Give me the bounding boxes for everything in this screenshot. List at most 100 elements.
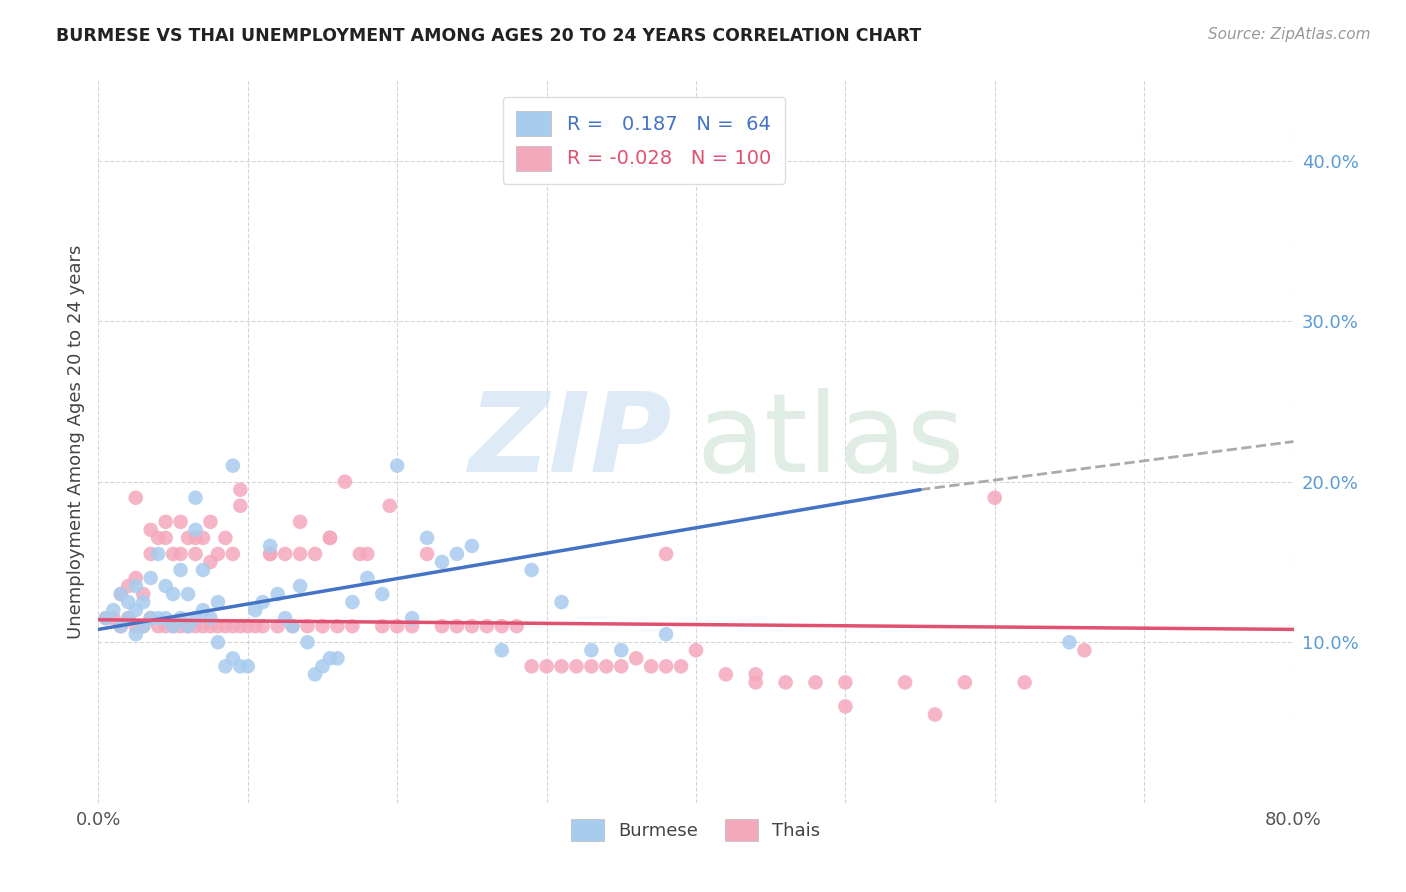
Point [685, 643, 707, 657]
Point [155, 515, 177, 529]
Point [125, 619, 148, 633]
Point [385, 458, 409, 473]
Point [200, 515, 222, 529]
Point [267, 587, 290, 601]
Point [1073, 643, 1095, 657]
Point [274, 547, 297, 561]
Point [207, 619, 229, 633]
Point [169, 547, 191, 561]
Point [626, 651, 648, 665]
Point [177, 619, 200, 633]
Point [222, 547, 245, 561]
Point [288, 515, 311, 529]
Point [184, 523, 207, 537]
Point [94, 611, 117, 625]
Point [177, 619, 200, 633]
Point [169, 611, 191, 625]
Point [371, 619, 394, 633]
Point [184, 611, 207, 625]
Point [229, 659, 252, 673]
Point [311, 619, 333, 633]
Point [207, 547, 229, 561]
Point [162, 619, 184, 633]
Point [245, 603, 267, 617]
Point [214, 619, 236, 633]
Point [155, 619, 177, 633]
Point [349, 547, 371, 561]
Point [117, 611, 139, 625]
Point [148, 611, 170, 625]
Point [125, 571, 148, 585]
Point [177, 531, 200, 545]
Point [252, 595, 274, 609]
Text: atlas: atlas [696, 388, 965, 495]
Point [132, 619, 155, 633]
Point [184, 547, 207, 561]
Point [304, 667, 326, 681]
Point [236, 619, 259, 633]
Point [259, 547, 281, 561]
Point [401, 619, 423, 633]
Point [446, 619, 468, 633]
Text: BURMESE VS THAI UNEMPLOYMENT AMONG AGES 20 TO 24 YEARS CORRELATION CHART: BURMESE VS THAI UNEMPLOYMENT AMONG AGES … [56, 27, 921, 45]
Point [297, 619, 319, 633]
Point [714, 667, 737, 681]
Point [200, 611, 222, 625]
Point [139, 547, 162, 561]
Point [416, 531, 439, 545]
Point [297, 635, 319, 649]
Point [117, 611, 139, 625]
Point [342, 595, 364, 609]
Point [669, 659, 692, 673]
Point [132, 619, 155, 633]
Point [565, 659, 588, 673]
Point [94, 611, 117, 625]
Point [319, 531, 342, 545]
Point [804, 675, 827, 690]
Point [191, 563, 214, 577]
Point [169, 619, 191, 633]
Point [148, 619, 170, 633]
Point [184, 619, 207, 633]
Point [491, 619, 513, 633]
Point [834, 675, 856, 690]
Point [461, 539, 484, 553]
Point [207, 635, 229, 649]
Point [288, 579, 311, 593]
Point [342, 619, 364, 633]
Point [446, 547, 468, 561]
Point [169, 515, 191, 529]
Point [214, 659, 236, 673]
Point [222, 651, 245, 665]
Point [655, 627, 678, 641]
Point [229, 483, 252, 497]
Point [125, 627, 148, 641]
Point [333, 475, 356, 489]
Text: ZIP: ZIP [468, 388, 672, 495]
Point [326, 619, 349, 633]
Point [775, 675, 797, 690]
Point [132, 595, 155, 609]
Point [610, 659, 633, 673]
Point [401, 611, 423, 625]
Point [640, 659, 662, 673]
Point [110, 619, 132, 633]
Point [169, 563, 191, 577]
Point [506, 619, 529, 633]
Point [281, 619, 304, 633]
Point [214, 531, 236, 545]
Point [461, 619, 484, 633]
Point [378, 499, 401, 513]
Point [222, 458, 245, 473]
Point [581, 659, 603, 673]
Point [245, 619, 267, 633]
Point [110, 619, 132, 633]
Point [191, 603, 214, 617]
Point [259, 539, 281, 553]
Point [117, 579, 139, 593]
Point [356, 547, 378, 561]
Point [475, 619, 498, 633]
Point [259, 547, 281, 561]
Y-axis label: Unemployment Among Ages 20 to 24 years: Unemployment Among Ages 20 to 24 years [66, 244, 84, 639]
Point [148, 531, 170, 545]
